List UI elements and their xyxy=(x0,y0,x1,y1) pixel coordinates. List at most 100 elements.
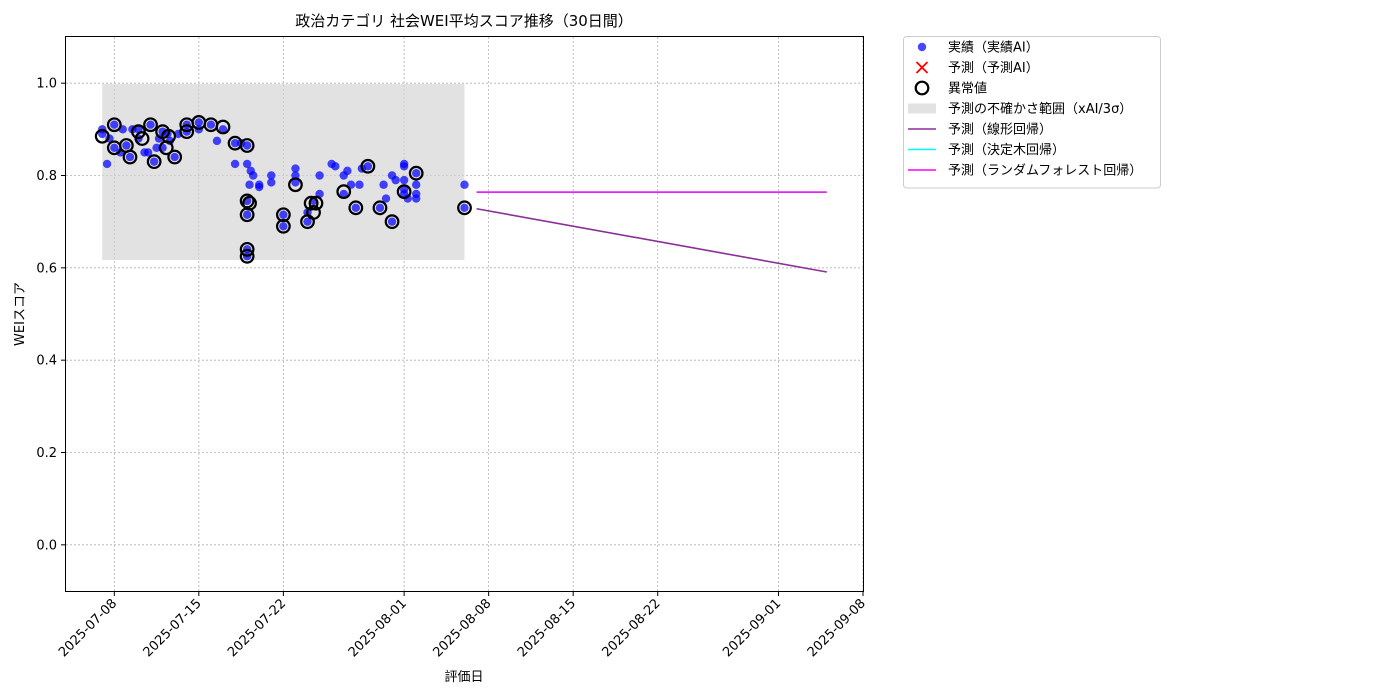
forecast-line-3 xyxy=(476,207,827,273)
actual-point xyxy=(460,180,469,189)
outlier-marker xyxy=(457,200,472,216)
actual-point xyxy=(248,171,258,180)
plot-frame xyxy=(65,36,864,592)
outlier-marker xyxy=(146,154,162,170)
outlier-marker xyxy=(161,128,177,144)
x-tick-label: 2025-07-08 xyxy=(56,596,120,660)
actual-point xyxy=(230,138,240,148)
actual-point xyxy=(343,166,352,176)
outlier-marker xyxy=(360,158,376,174)
actual-point xyxy=(218,125,228,134)
actual-point xyxy=(399,162,409,171)
legend-marker xyxy=(915,61,929,74)
y-tick-label: 0.6 xyxy=(36,261,57,276)
y-tick-label: 1.0 xyxy=(36,77,57,92)
outlier-marker xyxy=(303,195,319,211)
actual-point xyxy=(351,203,361,213)
outlier-markers xyxy=(94,115,472,264)
outlier-marker xyxy=(215,119,231,135)
actual-point xyxy=(411,180,421,189)
x-tick-label: 2025-07-15 xyxy=(141,596,205,660)
x-tick-label: 2025-09-08 xyxy=(805,596,869,660)
uncertainty-band xyxy=(102,84,465,260)
actual-point xyxy=(267,171,276,180)
actual-point xyxy=(381,194,391,203)
outlier-marker xyxy=(408,165,424,181)
actual-point xyxy=(279,222,288,231)
actual-point xyxy=(411,168,421,178)
actual-point xyxy=(194,118,204,127)
actual-point xyxy=(149,157,159,166)
outlier-marker xyxy=(134,131,150,146)
actual-point xyxy=(303,217,312,226)
y-axis-title: WEIスコア xyxy=(13,282,28,346)
x-tick-label: 2025-09-01 xyxy=(720,596,784,660)
outlier-marker xyxy=(308,195,324,211)
actual-point xyxy=(267,178,276,187)
outlier-marker xyxy=(306,205,321,220)
outlier-marker xyxy=(239,241,255,257)
outlier-marker xyxy=(239,207,255,223)
y-tick-label: 0.2 xyxy=(36,446,57,461)
x-axis: 2025-07-08 2025-07-15 2025-07-22 2025-08-01… xyxy=(56,591,869,660)
outlier-marker xyxy=(131,124,146,140)
legend-label: 実績（実績AI） xyxy=(948,40,1039,56)
outlier-marker xyxy=(179,124,195,140)
forecast-lines xyxy=(476,191,827,273)
actual-point xyxy=(460,203,469,213)
actual-point xyxy=(255,182,264,192)
outlier-marker xyxy=(167,149,183,165)
actual-point xyxy=(375,203,385,213)
actual-point xyxy=(242,141,252,150)
legend-label: 予測（ランダムフォレスト回帰） xyxy=(948,163,1142,179)
actual-point xyxy=(110,143,119,152)
outlier-marker xyxy=(384,214,400,230)
legend-label: 予測（決定木回帰） xyxy=(948,142,1065,158)
x-axis-title: 評価日 xyxy=(444,670,483,685)
actual-point xyxy=(170,152,179,162)
x-tick-label: 2025-07-22 xyxy=(225,596,289,660)
actual-point xyxy=(206,120,216,129)
legend-marker xyxy=(908,103,936,114)
actual-point xyxy=(355,180,364,189)
actual-point xyxy=(331,162,340,171)
legend-label: 異常値 xyxy=(948,81,987,97)
legend-label: 予測の不確かさ範囲（xAI/3σ） xyxy=(948,101,1132,117)
actual-point xyxy=(291,171,300,180)
y-tick-label: 0.8 xyxy=(36,169,57,184)
y-axis: 0.0 0.2 0.4 0.6 0.8 1.0 xyxy=(36,77,66,553)
actual-point xyxy=(387,217,397,226)
actual-point xyxy=(122,141,131,150)
actual-point xyxy=(411,194,421,203)
actual-point xyxy=(403,194,412,203)
outlier-marker xyxy=(106,117,122,133)
actual-point xyxy=(291,178,300,187)
actual-point xyxy=(230,159,240,169)
legend-marker xyxy=(914,80,930,96)
actual-point xyxy=(143,148,153,157)
actual-point xyxy=(110,120,119,129)
y-tick-label: 0.4 xyxy=(36,354,57,369)
actual-point xyxy=(315,171,324,180)
x-tick-label: 2025-08-01 xyxy=(346,596,410,660)
actual-point xyxy=(245,180,254,189)
actual-point xyxy=(391,175,400,185)
actual-point xyxy=(152,143,161,152)
x-tick-label: 2025-08-08 xyxy=(430,596,494,660)
chart-title: 政治カテゴリ 社会WEI平均スコア推移（30日間） xyxy=(295,12,633,30)
outlier-marker xyxy=(288,177,303,193)
y-tick-label: 0.0 xyxy=(36,538,57,553)
plot-area xyxy=(65,36,864,592)
actual-point xyxy=(125,152,135,162)
actual-point xyxy=(339,189,348,199)
outlier-marker xyxy=(348,200,364,216)
legend-label: 予測（予測AI） xyxy=(948,61,1039,76)
outlier-marker xyxy=(143,117,158,133)
outlier-marker xyxy=(372,200,388,216)
actual-point xyxy=(279,210,288,219)
x-tick-label: 2025-08-22 xyxy=(600,596,664,660)
outlier-marker xyxy=(122,149,138,165)
outlier-marker xyxy=(275,218,291,234)
